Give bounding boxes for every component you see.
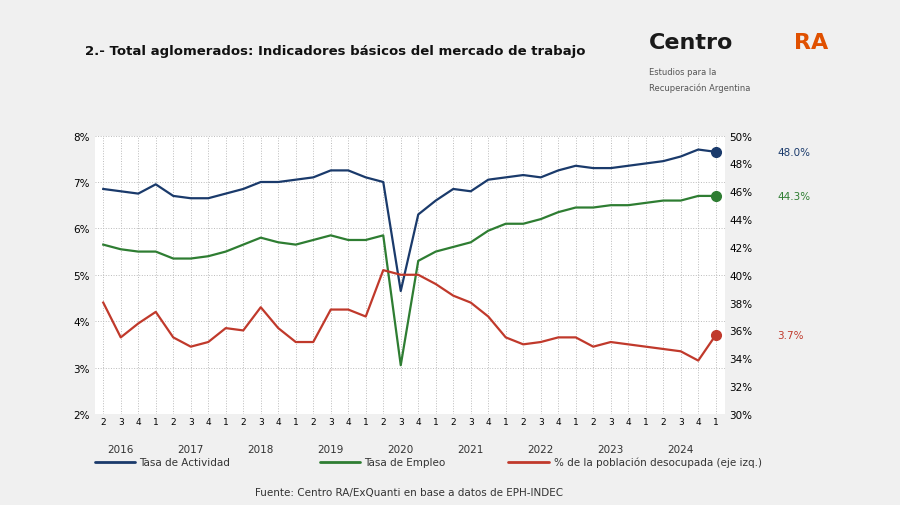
Text: 2.- Total aglomerados: Indicadores básicos del mercado de trabajo: 2.- Total aglomerados: Indicadores básic… [85,45,585,58]
Text: 48.0%: 48.0% [778,147,810,158]
Text: Fuente: Centro RA/ExQuanti en base a datos de EPH-INDEC: Fuente: Centro RA/ExQuanti en base a dat… [256,487,563,497]
Text: 2016: 2016 [108,444,134,454]
Text: Tasa de Empleo: Tasa de Empleo [364,457,446,467]
Text: 44.3%: 44.3% [778,191,810,201]
Text: 2022: 2022 [527,444,554,454]
Text: 2019: 2019 [318,444,344,454]
Text: 2023: 2023 [598,444,624,454]
Text: 3.7%: 3.7% [778,330,804,340]
Text: 2021: 2021 [457,444,484,454]
Text: 2018: 2018 [248,444,274,454]
Text: Centro: Centro [649,33,734,53]
Text: % de la población desocupada (eje izq.): % de la población desocupada (eje izq.) [554,457,761,467]
Text: Recuperación Argentina: Recuperación Argentina [649,83,750,93]
Text: RA: RA [794,33,828,53]
Text: Estudios para la: Estudios para la [649,68,716,76]
Text: 2024: 2024 [668,444,694,454]
Text: 2020: 2020 [388,444,414,454]
Text: Tasa de Actividad: Tasa de Actividad [140,457,230,467]
Text: 2017: 2017 [177,444,204,454]
